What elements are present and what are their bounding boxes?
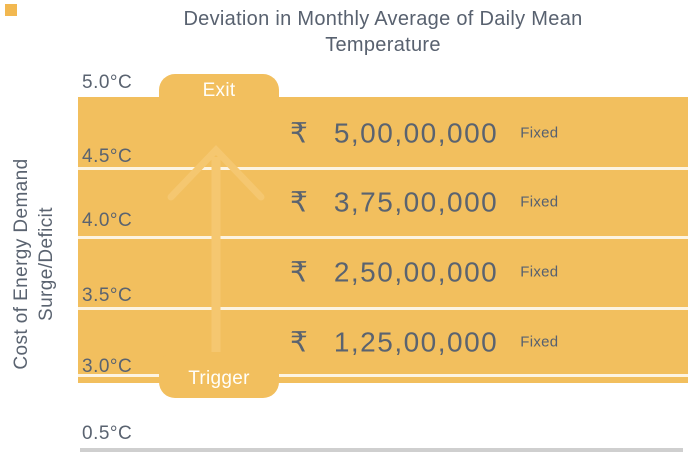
exit-tab-label: Exit <box>202 80 236 101</box>
rupee-icon: ₹ <box>290 116 308 150</box>
chart-title-line2: Temperature <box>325 34 441 56</box>
payout-row: ₹ 2,50,00,000 Fixed <box>290 256 558 289</box>
separator-line <box>78 374 688 377</box>
y-tick-label: 5.0°C <box>82 72 133 93</box>
trigger-tab-label: Trigger <box>188 368 250 389</box>
y-tick-label: 0.5°C <box>82 423 133 444</box>
payout-amount: 2,50,00,000 <box>333 256 499 287</box>
x-axis-baseline <box>80 448 683 452</box>
y-axis-title-line1: Cost of Energy Demand <box>11 158 32 370</box>
up-arrow-watermark <box>167 144 265 381</box>
chart-title: Deviation in Monthly Average of Daily Me… <box>78 6 688 58</box>
payout-band: ₹ 5,00,00,000 Fixed ₹ 3,75,00,000 Fixed … <box>78 97 688 383</box>
payout-basis: Fixed <box>520 333 559 351</box>
trigger-tab: Trigger <box>159 352 279 398</box>
corner-mark <box>5 4 17 16</box>
y-tick-label: 3.5°C <box>82 285 133 306</box>
separator-line <box>78 307 688 310</box>
rupee-icon: ₹ <box>290 255 308 289</box>
rupee-icon: ₹ <box>290 325 308 359</box>
payout-basis: Fixed <box>520 124 559 142</box>
payout-basis: Fixed <box>520 193 559 211</box>
y-tick-label: 3.0°C <box>82 356 133 377</box>
payout-amount: 5,00,00,000 <box>333 117 499 148</box>
exit-tab: Exit <box>159 74 279 114</box>
rupee-icon: ₹ <box>290 185 308 219</box>
payout-row: ₹ 5,00,00,000 Fixed <box>290 117 558 150</box>
y-tick-label: 4.0°C <box>82 210 133 231</box>
payout-amount: 3,75,00,000 <box>333 186 499 217</box>
payout-amount: 1,25,00,000 <box>333 326 499 357</box>
payout-row: ₹ 3,75,00,000 Fixed <box>290 186 558 219</box>
chart-title-line1: Deviation in Monthly Average of Daily Me… <box>183 8 583 30</box>
payout-row: ₹ 1,25,00,000 Fixed <box>290 326 558 359</box>
separator-line <box>78 167 688 170</box>
y-axis-title: Cost of Energy Demand Surge/Deficit <box>9 104 61 424</box>
y-tick-label: 4.5°C <box>82 146 133 167</box>
y-axis-title-line2: Surge/Deficit <box>36 207 57 321</box>
payout-basis: Fixed <box>520 263 559 281</box>
separator-line <box>78 236 688 239</box>
